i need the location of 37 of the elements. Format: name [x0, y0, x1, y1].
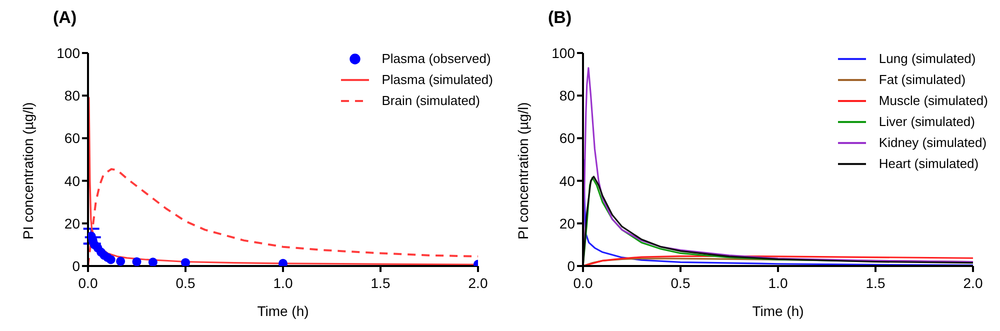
- y-axis-title: PI concentration (µg/l): [20, 102, 36, 240]
- y-tick-label: 40: [559, 172, 576, 189]
- x-tick-label: 1.5: [370, 275, 390, 291]
- y-tick-label: 80: [64, 88, 80, 104]
- legend-label: Liver (simulated): [878, 114, 975, 129]
- legend-label: Fat (simulated): [878, 72, 966, 87]
- y-tick-label: 100: [56, 44, 80, 61]
- legend-label: Kidney (simulated): [878, 135, 987, 150]
- y-tick-label: 40: [64, 172, 80, 189]
- y-tick-label: 20: [559, 215, 576, 232]
- y-tick-label: 60: [559, 130, 576, 146]
- y-tick-label: 80: [559, 88, 576, 104]
- x-tick-label: 1.0: [768, 275, 788, 291]
- y-tick-label: 100: [552, 44, 576, 61]
- y-tick-label: 0: [72, 258, 80, 274]
- x-axis-title: Time (h): [752, 303, 804, 319]
- y-tick-label: 0: [567, 258, 576, 274]
- legend-label: Lung (simulated): [878, 51, 976, 66]
- legend-label: Plasma (simulated): [382, 72, 493, 87]
- legend-label: Plasma (observed): [382, 51, 491, 66]
- y-tick-label: 60: [64, 130, 80, 146]
- x-tick-label: 2.0: [963, 275, 983, 291]
- x-axis-title: Time (h): [257, 303, 309, 319]
- chart-title: (A): [53, 8, 77, 28]
- x-tick-label: 0.0: [573, 275, 593, 291]
- x-tick-label: 2.0: [468, 275, 488, 291]
- y-axis-title: PI concentration (µg/l): [514, 102, 531, 240]
- legend-label: Brain (simulated): [382, 93, 480, 108]
- x-tick-label: 0.5: [670, 275, 690, 291]
- x-tick-label: 1.5: [866, 275, 886, 291]
- legend-label: Muscle (simulated): [878, 93, 988, 108]
- x-tick-label: 0.0: [78, 275, 98, 291]
- y-tick-label: 20: [64, 215, 80, 232]
- chart-title: (B): [548, 8, 572, 28]
- legend-label: Heart (simulated): [878, 156, 979, 171]
- x-tick-label: 0.5: [176, 275, 196, 291]
- x-tick-label: 1.0: [273, 275, 293, 291]
